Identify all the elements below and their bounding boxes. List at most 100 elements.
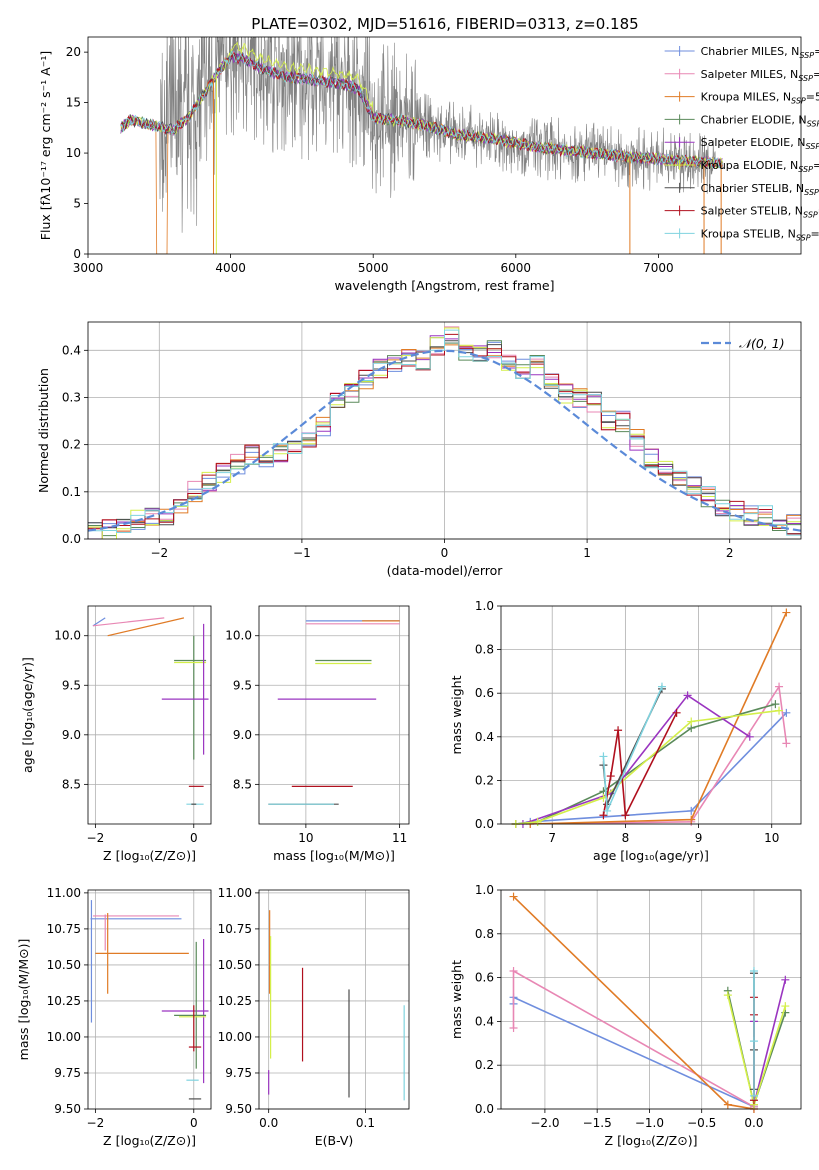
weight-point — [603, 806, 612, 815]
legend-label-value: =4 — [814, 45, 819, 58]
x-axis-label: (data-model)/error — [387, 563, 504, 578]
weight-point — [533, 817, 542, 826]
legend-label: 𝒩(0, 1) — [739, 336, 785, 351]
weight-point — [775, 706, 784, 715]
y-tick-label: 0.3 — [62, 390, 81, 404]
x-tick-label: −1.0 — [635, 1116, 664, 1130]
legend-label-value: =5 — [813, 68, 819, 81]
x-tick-label: 2 — [726, 546, 734, 560]
y-axis-label: age [log₁₀(age/yr)] — [20, 657, 35, 773]
error-bar-chabrier-miles — [92, 617, 106, 627]
x-tick-label: 10 — [298, 831, 313, 845]
x-axis-label: wavelength [Angstrom, rest frame] — [334, 278, 554, 293]
error-bar-salpeter-miles — [92, 617, 165, 627]
mass_vs_ebv-panel: 0.0 0.1 9.50 9.75 10.00 10.25 10.50 10.75 11.00 E… — [218, 886, 410, 1148]
x-tick-label: 0.0 — [744, 1116, 763, 1130]
y-tick-label: 9.75 — [54, 1066, 81, 1080]
x-tick-label: 8 — [622, 831, 630, 845]
legend-label: Chabrier ELODIE, NSSP=4 — [701, 113, 819, 128]
weight-point — [687, 815, 696, 824]
y-tick-label: 9.75 — [225, 1066, 252, 1080]
y-tick-label: 9.5 — [62, 678, 81, 692]
weight-point — [599, 811, 608, 820]
legend-label-sub: SSP — [796, 233, 811, 242]
x-axis-label: mass [log₁₀(M/M⊙)] — [273, 848, 395, 863]
weight-point — [687, 806, 696, 815]
axes-frame — [87, 889, 212, 1110]
y-tick-label: 0.0 — [475, 817, 494, 831]
legend-label-value: =3 — [811, 227, 819, 240]
weight-point — [749, 967, 758, 976]
legend-label-sub: SSP — [805, 142, 819, 151]
weight-point — [771, 700, 780, 709]
y-tick-label: 0.2 — [475, 1058, 494, 1072]
x-tick-label: 7 — [548, 831, 556, 845]
legend-label-text: Chabrier STELIB, N — [701, 182, 805, 195]
y-tick-label: 8.5 — [233, 777, 252, 791]
weight-line-kroupa-miles — [512, 896, 755, 1109]
weight-line-salpeter-elodie — [753, 979, 787, 1105]
weight-point — [687, 717, 696, 726]
y-tick-label: 0.4 — [475, 1014, 494, 1028]
weight-point — [749, 1091, 758, 1100]
y-axis-label: Normed distribution — [36, 368, 51, 493]
axes-frame — [500, 605, 802, 825]
x-tick-label: −2 — [87, 1116, 105, 1130]
y-tick-label: 0.4 — [62, 343, 81, 357]
legend-label-text: Kroupa STELIB, N — [701, 227, 796, 240]
y-tick-label: 9.0 — [233, 728, 252, 742]
y-axis-label: mass weight — [449, 960, 464, 1039]
legend-label-sub: SSP — [799, 51, 814, 60]
weight-point — [782, 708, 791, 717]
weight-point — [509, 967, 518, 976]
y-tick-label: 0.1 — [62, 485, 81, 499]
y-tick-label: 5 — [73, 197, 81, 211]
x-tick-label: 7000 — [643, 261, 674, 275]
legend-label-sub: SSP — [791, 97, 806, 106]
weight-point — [723, 1100, 732, 1109]
x-tick-label: 0 — [190, 831, 198, 845]
y-tick-label: 10.00 — [47, 1030, 81, 1044]
legend-label-text: Salpeter MILES, N — [701, 68, 799, 81]
axes-frame — [87, 36, 802, 255]
y-tick-label: 10.25 — [218, 994, 252, 1008]
x-tick-label: −1 — [293, 546, 311, 560]
y-tick-label: 8.5 — [62, 777, 81, 791]
weight-point — [509, 1023, 518, 1032]
legend-label-text: Salpeter STELIB, N — [701, 205, 803, 218]
age_vs_Z-panel: −2 0 8.5 9.0 9.5 10.0 Z [log₁₀(Z/Z⊙)] age [log₁… — [20, 605, 212, 863]
spectrum-title: PLATE=0302, MJD=51616, FIBERID=0313, z=0… — [251, 15, 638, 33]
x-axis-label: age [log₁₀(age/yr)] — [593, 848, 709, 863]
y-tick-label: 1.0 — [475, 883, 494, 897]
x-axis-label: Z [log₁₀(Z/Z⊙)] — [103, 848, 196, 863]
x-tick-label: −2 — [87, 831, 105, 845]
y-tick-label: 10.00 — [218, 1030, 252, 1044]
x-tick-label: −2 — [150, 546, 168, 560]
y-tick-label: 10.75 — [218, 922, 252, 936]
x-axis-label: Z [log₁₀(Z/Z⊙)] — [103, 1133, 196, 1148]
y-axis-label: mass [log₁₀(M/M⊙)] — [16, 939, 31, 1061]
y-tick-label: 0.4 — [475, 730, 494, 744]
y-tick-label: 15 — [66, 96, 81, 110]
x-tick-label: 10 — [764, 831, 779, 845]
x-tick-label: 11 — [392, 831, 407, 845]
weight-point — [657, 682, 666, 691]
normal-curve — [88, 349, 801, 532]
y-tick-label: 11.00 — [218, 886, 252, 900]
y-tick-label: 9.50 — [54, 1102, 81, 1116]
x-axis-label: E(B-V) — [315, 1133, 354, 1148]
weight-point — [781, 1002, 790, 1011]
legend-label-text: Kroupa ELODIE, N — [701, 159, 799, 172]
x-tick-label: 0.1 — [356, 1116, 375, 1130]
legend-label: Kroupa STELIB, NSSP=3 — [701, 227, 819, 242]
weight-line-kroupa-elodie — [515, 709, 780, 824]
weight-line-kroupa-miles — [515, 612, 788, 824]
x-tick-label: 3000 — [73, 261, 104, 275]
y-tick-label: 10.50 — [218, 958, 252, 972]
legend-label: Chabrier MILES, NSSP=4 — [701, 45, 819, 60]
axes-frame — [258, 605, 410, 825]
y-tick-label: 10.75 — [47, 922, 81, 936]
weight-point — [509, 892, 518, 901]
y-tick-label: 0.8 — [475, 643, 494, 657]
